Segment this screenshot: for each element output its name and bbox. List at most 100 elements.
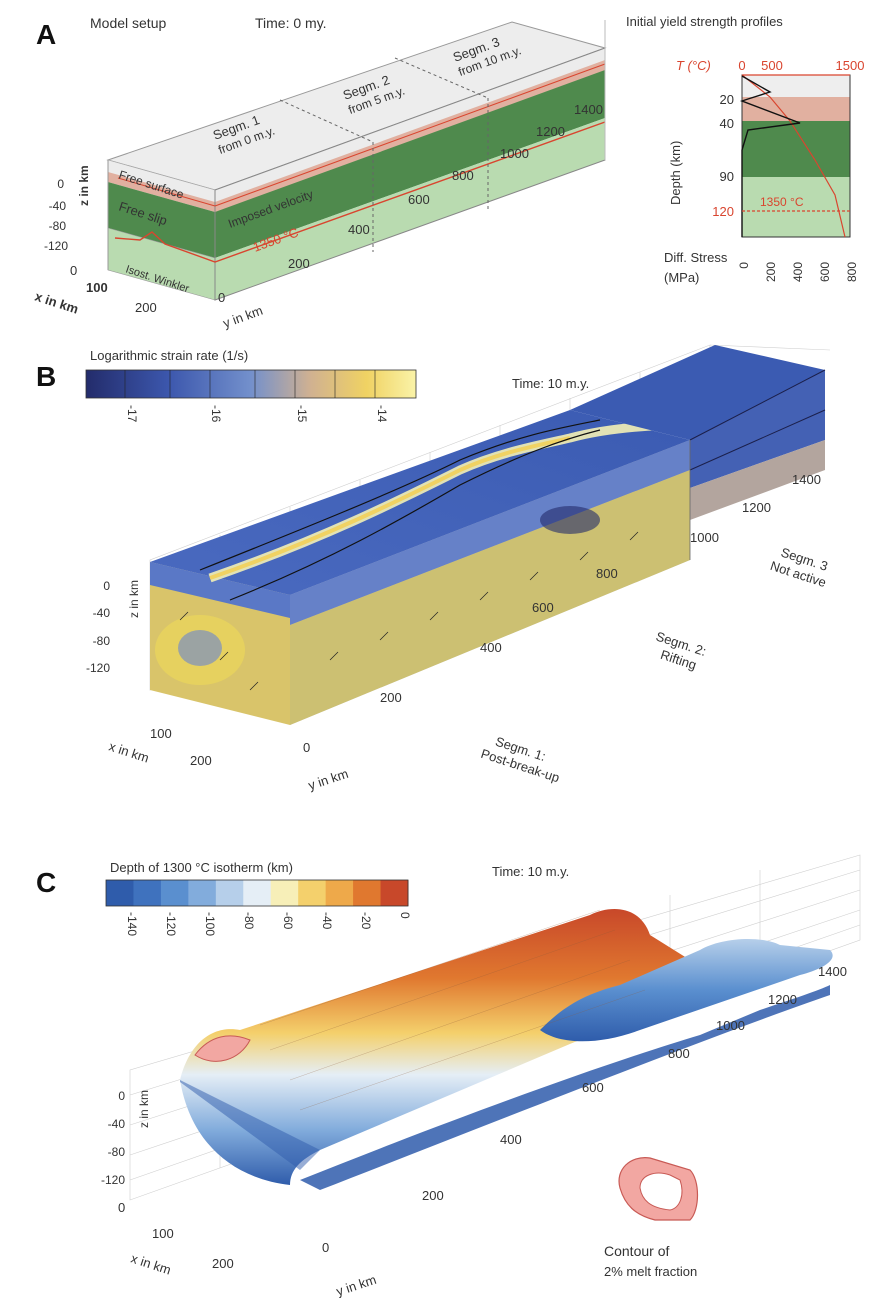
colorbar-b-tick: -15 <box>295 405 309 423</box>
profile-depth-tick: 90 <box>720 169 734 184</box>
colorbar-c-swatch <box>243 880 272 906</box>
profile-stress-tick: 800 <box>845 262 859 282</box>
panel-b-letter: B <box>36 361 56 392</box>
panel-c-x-tick: 100 <box>152 1226 174 1241</box>
panel-b-y-tick: 1200 <box>742 500 771 515</box>
panel-b-x-label: x in km <box>107 739 151 766</box>
panel-c-z-label: z in km <box>137 1090 151 1128</box>
panel-c-time: Time: 10 m.y. <box>492 864 569 879</box>
colorbar-c-tick: -100 <box>203 912 217 936</box>
panel-c-x-tick: 200 <box>212 1256 234 1271</box>
segment-1-state: Segm. 1: Post-break-up <box>479 734 561 786</box>
colorbar-b-tick: -16 <box>209 405 223 423</box>
panel-a-z-tick: -40 <box>49 199 67 213</box>
yield-strength-profile: Initial yield strength profiles T (°C) 0… <box>626 14 864 285</box>
colorbar-c-tick: -20 <box>359 912 373 930</box>
panel-a-x-tick: 100 <box>86 280 108 295</box>
profile-title: Initial yield strength profiles <box>626 14 783 29</box>
panel-a-y-tick: 200 <box>288 256 310 271</box>
panel-a-title: Model setup <box>90 15 166 31</box>
panel-b-colorbar-title: Logarithmic strain rate (1/s) <box>90 348 248 363</box>
segment-3-state: Segm. 3 Not active <box>768 545 829 590</box>
panel-a-time: Time: 0 my. <box>255 15 327 31</box>
isotherm-surface <box>180 909 833 1190</box>
profile-stress-unit: (MPa) <box>664 270 699 285</box>
panel-a-box <box>106 20 607 301</box>
profile-stress-tick: 400 <box>791 262 805 282</box>
panel-a-y-tick: 600 <box>408 192 430 207</box>
strength-curve <box>739 75 801 237</box>
panel-b-y-tick: 1400 <box>792 472 821 487</box>
colorbar-c-swatch <box>325 880 354 906</box>
colorbar-c-swatch <box>188 880 217 906</box>
colorbar-c-swatch <box>353 880 382 906</box>
segment-2-state: Segm. 2: Rifting <box>654 629 708 673</box>
melt-fraction-legend: Contour of 2% melt fraction <box>604 1157 699 1279</box>
panel-a-y-tick: 800 <box>452 168 474 183</box>
legend-line-1: Contour of <box>604 1243 669 1259</box>
panel-b-y-tick: 400 <box>480 640 502 655</box>
panel-c-z-tick: 0 <box>118 1089 125 1103</box>
panel-b-z-tick: 0 <box>103 579 110 593</box>
panel-c-y-tick: 800 <box>668 1046 690 1061</box>
profile-isotherm-label: 1350 °C <box>760 195 804 209</box>
panel-c-y-tick: 600 <box>582 1080 604 1095</box>
panel-b-z-label: z in km <box>127 580 141 618</box>
panel-b-y-tick: 1000 <box>690 530 719 545</box>
colorbar-c-swatch <box>215 880 244 906</box>
colorbar-c-swatch <box>270 880 299 906</box>
panel-b-z-tick: -80 <box>93 634 111 648</box>
panel-b: B Logarithmic strain rate (1/s) -17 -16 … <box>36 344 831 793</box>
panel-a-y-tick: 400 <box>348 222 370 237</box>
ridge-segment-1-2 <box>180 909 693 1185</box>
colorbar-b-tick: -17 <box>125 405 139 423</box>
panel-a-y-tick: 1400 <box>574 102 603 117</box>
panel-b-y-label: y in km <box>306 766 350 793</box>
panel-c-letter: C <box>36 867 56 898</box>
panel-a-y-tick: 0 <box>218 290 225 305</box>
profile-depth-tick: 20 <box>720 92 734 107</box>
panel-c-y-tick: 0 <box>322 1240 329 1255</box>
profile-stress-tick: 600 <box>818 262 832 282</box>
panel-c-y-tick: 200 <box>422 1188 444 1203</box>
panel-a-y-label: y in km <box>221 303 265 331</box>
profile-depth-tick: 120 <box>712 204 734 219</box>
colorbar-c-tick: 0 <box>398 912 412 919</box>
panel-a-z-tick: -80 <box>49 219 67 233</box>
panel-b-x-tick: 100 <box>150 726 172 741</box>
colorbar-c-tick: -140 <box>125 912 139 936</box>
profile-depth-label: Depth (km) <box>668 141 683 205</box>
melt-contour-front <box>194 1035 251 1062</box>
colorbar-c-tick: -80 <box>242 912 256 930</box>
panel-c-x-tick: 0 <box>118 1200 125 1215</box>
panel-a-x-tick: 200 <box>135 300 157 315</box>
colorbar-c-swatch <box>160 880 189 906</box>
panel-c-y-tick: 1200 <box>768 992 797 1007</box>
colorbar-c-tick: -60 <box>281 912 295 930</box>
panel-b-x-tick: 200 <box>190 753 212 768</box>
panel-a-y-tick: 1200 <box>536 124 565 139</box>
colorbar-c-swatch <box>380 880 409 906</box>
profile-depth-tick: 40 <box>720 116 734 131</box>
profile-asthenosphere <box>742 177 850 237</box>
panel-b-model <box>150 345 826 725</box>
strain-rate-colorbar <box>85 369 417 399</box>
ridge-segment-3 <box>540 938 833 1042</box>
panel-b-z-tick: -120 <box>86 661 110 675</box>
panel-c-y-tick: 1400 <box>818 964 847 979</box>
profile-stress-tick: 0 <box>737 262 751 269</box>
profile-lower-crust <box>742 97 850 121</box>
panel-a-x-label: x in km <box>33 289 80 317</box>
colorbar-c-swatch <box>106 880 134 906</box>
panel-b-time: Time: 10 m.y. <box>512 376 589 391</box>
panel-b-y-tick: 0 <box>303 740 310 755</box>
panel-a: A Model setup Time: 0 my. <box>33 14 864 331</box>
isotherm-depth-colorbar <box>105 879 409 907</box>
profile-stress-tick: 200 <box>764 262 778 282</box>
panel-a-z-tick: 0 <box>57 177 64 191</box>
profile-t-label: T (°C) <box>676 58 711 73</box>
panel-c-y-label: y in km <box>334 1272 378 1298</box>
panel-b-y-tick: 800 <box>596 566 618 581</box>
panel-c-z-tick: -40 <box>108 1117 126 1131</box>
